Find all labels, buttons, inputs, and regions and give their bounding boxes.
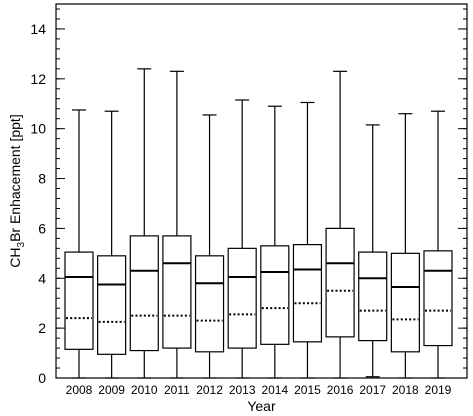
box-plot-2009 — [97, 110, 127, 379]
x-tick-label: 2010 — [131, 383, 158, 397]
y-tick-label: 8 — [38, 171, 46, 187]
y-tick-label: 2 — [38, 320, 46, 336]
box-iqr — [325, 227, 355, 338]
y-tick-label: 6 — [38, 220, 46, 236]
x-tick-label: 2013 — [229, 383, 256, 397]
box-plot-2018 — [390, 113, 420, 379]
x-tick-labels: 2008 2009 2010 2011 2012 2013 2014 2015 2016 2017… — [66, 383, 452, 397]
x-tick-label: 2015 — [294, 383, 321, 397]
box-iqr — [358, 251, 388, 342]
box-iqr — [97, 255, 127, 355]
box-plot-2008 — [64, 109, 94, 379]
box-plot-2016 — [325, 70, 355, 379]
box-iqr — [260, 245, 290, 345]
y-tick-label: 10 — [30, 121, 46, 137]
x-tick-label: 2011 — [164, 383, 190, 397]
box-iqr — [292, 244, 323, 343]
y-axis-label: CH3Br Enhacement [ppt] — [7, 114, 27, 267]
box-iqr — [227, 247, 257, 349]
box-iqr — [423, 250, 453, 347]
box-iqr — [390, 252, 420, 353]
box-series — [64, 68, 453, 379]
box-plot-2014 — [260, 105, 290, 379]
box-plot-2019 — [423, 110, 453, 379]
x-tick-label: 2019 — [425, 383, 452, 397]
x-tick-label: 2008 — [66, 383, 93, 397]
plot-frame — [55, 3, 468, 379]
x-axis-label: Year — [247, 398, 276, 414]
x-tick-label: 2012 — [196, 383, 223, 397]
y-ticks-right — [458, 8, 467, 379]
y-tick-labels: 0 2 4 6 8 10 12 14 — [30, 21, 46, 386]
box-iqr — [129, 235, 159, 352]
box-iqr — [64, 251, 94, 350]
box-plot-2013 — [227, 99, 257, 379]
x-tick-label: 2017 — [359, 383, 386, 397]
y-tick-label: 14 — [30, 21, 46, 37]
y-tick-label: 4 — [38, 270, 46, 286]
box-plot-2017 — [358, 124, 388, 378]
box-plot-2011 — [162, 70, 192, 379]
box-iqr — [194, 255, 225, 353]
box-iqr — [162, 235, 192, 349]
x-tick-label: 2016 — [327, 383, 354, 397]
y-tick-label: 12 — [30, 71, 46, 87]
y-tick-label: 0 — [38, 370, 46, 386]
x-tick-label: 2009 — [98, 383, 125, 397]
box-plot-2012 — [194, 114, 225, 379]
box-plot-2010 — [129, 68, 159, 379]
x-tick-label: 2018 — [392, 383, 419, 397]
y-ticks-left — [56, 8, 65, 379]
box-plot-2015 — [292, 101, 323, 379]
x-tick-label: 2014 — [261, 383, 288, 397]
